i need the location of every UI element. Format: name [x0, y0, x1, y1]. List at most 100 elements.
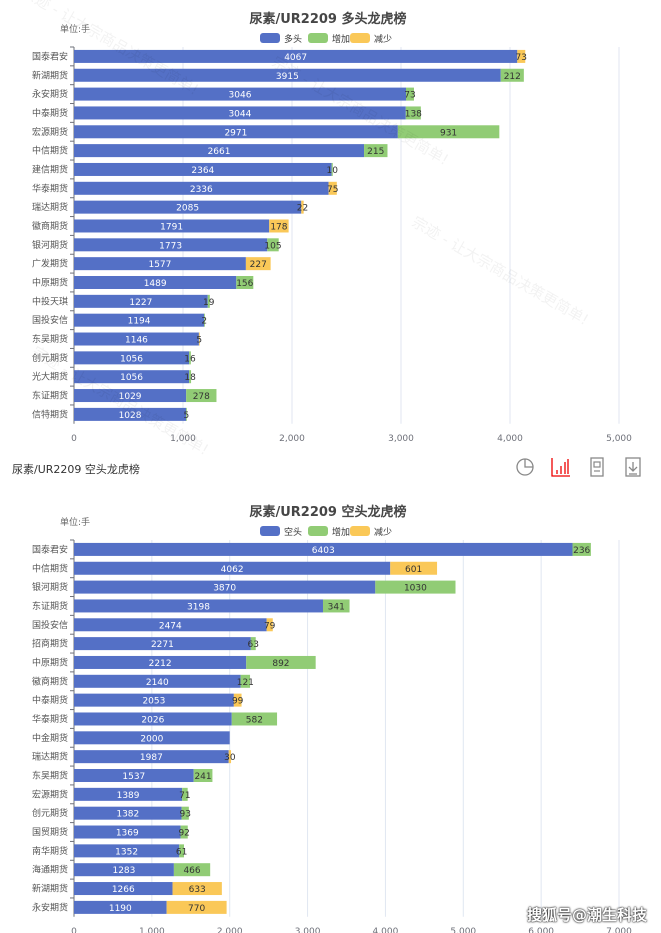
data-label: 3198	[187, 602, 210, 612]
bar-increase	[397, 125, 500, 139]
bar-position	[74, 200, 302, 214]
bar-increase	[405, 106, 421, 120]
data-label: 18	[184, 373, 196, 383]
x-tick-label: 3,000	[295, 927, 321, 933]
bar-position	[74, 787, 183, 801]
bar-position	[74, 900, 167, 914]
legend-swatch	[260, 33, 280, 43]
bar-position	[74, 580, 376, 594]
bar-increase	[240, 674, 251, 688]
data-label: 2474	[159, 621, 182, 631]
category-label: 光大期货	[32, 371, 68, 383]
category-label: 创元期货	[32, 807, 68, 819]
data-label: 1028	[119, 411, 142, 421]
data-label: 601	[405, 565, 422, 575]
category-label: 徽商期货	[32, 220, 68, 232]
data-label: 1382	[116, 810, 139, 820]
data-label: 121	[237, 678, 254, 688]
data-label: 2212	[149, 659, 172, 669]
data-label: 63	[248, 640, 259, 650]
bar-position	[74, 370, 190, 384]
bar-increase	[406, 87, 414, 101]
data-label: 73	[404, 91, 415, 101]
x-tick-label: 0	[71, 927, 77, 933]
data-label: 22	[297, 204, 308, 214]
bar-position	[74, 750, 229, 764]
bar-position	[74, 389, 187, 403]
bar-position	[74, 693, 234, 707]
category-label: 中信期货	[32, 562, 68, 574]
bar-position	[74, 106, 406, 120]
bar-position	[74, 125, 398, 139]
category-label: 中泰期货	[32, 107, 68, 119]
category-label: 华泰期货	[32, 182, 68, 194]
pie-chart-icon[interactable]	[514, 456, 536, 478]
data-label: 3046	[229, 91, 252, 101]
category-label: 国贸期货	[32, 826, 68, 838]
footer-credit: 搜狐号@潮生科技	[526, 906, 647, 924]
bar-increase	[236, 276, 254, 289]
data-label: 4062	[221, 565, 244, 575]
data-label: 582	[246, 715, 263, 725]
data-label: 2661	[208, 147, 231, 157]
bar-increase	[572, 542, 591, 556]
chart-title: 尿素/UR2209 空头龙虎榜	[249, 504, 406, 520]
bar-increase	[364, 144, 388, 158]
data-label: 4067	[284, 53, 307, 63]
data-label: 61	[176, 847, 187, 857]
bar-chart-icon[interactable]	[550, 456, 572, 478]
bar-position	[74, 181, 329, 195]
x-tick-label: 4,000	[373, 927, 399, 933]
data-label: 1194	[128, 317, 151, 327]
category-label: 南华期货	[32, 845, 68, 857]
data-label: 1389	[117, 791, 140, 801]
bar-position	[74, 655, 247, 669]
bar-position	[74, 542, 573, 556]
category-label: 新湖期货	[32, 883, 68, 895]
data-label: 73	[516, 53, 527, 63]
data-label: 236	[573, 546, 590, 556]
category-label: 国泰君安	[32, 50, 68, 62]
bar-increase	[246, 655, 316, 669]
data-label: 278	[193, 392, 210, 402]
x-tick-label: 0	[71, 434, 77, 444]
bar-position	[74, 561, 391, 575]
bar-increase	[179, 844, 185, 858]
category-label: 东吴期货	[32, 770, 68, 782]
legend-label: 空头	[284, 526, 302, 538]
bar-increase	[267, 238, 279, 252]
data-view-icon[interactable]	[586, 456, 608, 478]
data-label: 215	[367, 147, 384, 157]
download-icon[interactable]	[622, 456, 644, 478]
data-label: 1577	[148, 260, 171, 270]
category-label: 创元期货	[32, 352, 68, 364]
legend-label: 增加	[332, 526, 350, 538]
category-label: 中信期货	[32, 145, 68, 157]
data-label: 10	[326, 166, 338, 176]
bar-position	[74, 712, 232, 726]
category-label: 中原期货	[32, 656, 68, 668]
legend-label: 增加	[332, 33, 350, 45]
category-label: 永安期货	[32, 88, 68, 100]
category-label: 国投安信	[32, 314, 68, 326]
bar-increase	[500, 68, 524, 82]
data-label: 105	[264, 241, 281, 251]
category-label: 徽商期货	[32, 675, 68, 687]
data-label: 3915	[276, 72, 299, 82]
category-label: 永安期货	[32, 901, 68, 913]
category-label: 中泰期货	[32, 694, 68, 706]
data-label: 1146	[125, 336, 148, 346]
category-label: 东证期货	[32, 390, 68, 402]
unit-label: 单位:手	[60, 516, 90, 528]
bar-position	[74, 599, 323, 613]
x-tick-label: 7,000	[606, 927, 632, 933]
bar-decrease	[233, 693, 242, 707]
data-label: 92	[178, 829, 189, 839]
category-label: 宏源期货	[32, 126, 68, 138]
data-label: 99	[232, 697, 244, 707]
data-label: 2140	[146, 678, 169, 688]
data-label: 1987	[140, 753, 163, 763]
toolbar-title: 尿素/UR2209 空头龙虎榜	[12, 463, 140, 476]
bar-decrease	[166, 900, 227, 914]
bar-increase	[331, 162, 333, 176]
